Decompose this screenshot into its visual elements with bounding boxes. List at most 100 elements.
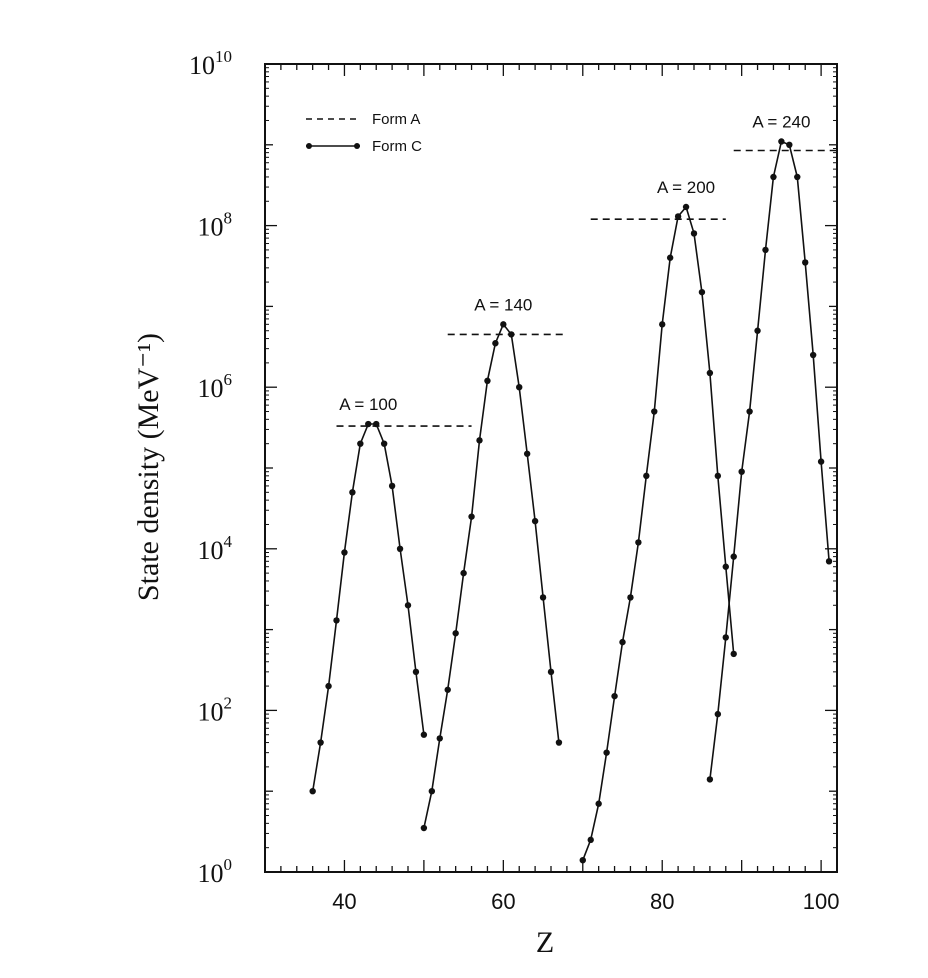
legend-form-c-label: Form C bbox=[372, 138, 422, 155]
form-c-data-point bbox=[508, 331, 515, 338]
form-c-data-point bbox=[492, 340, 499, 347]
form-c-data-point bbox=[404, 602, 412, 609]
mass-number-annotation: A = 140 bbox=[474, 295, 532, 314]
form-c-data-point bbox=[547, 668, 555, 676]
form-c-data-point bbox=[674, 213, 682, 220]
y-tick-label: 100 bbox=[198, 855, 233, 888]
form-c-data-point bbox=[587, 836, 594, 844]
form-c-data-point bbox=[500, 321, 507, 328]
y-tick-label: 102 bbox=[198, 693, 233, 726]
x-tick-label: 40 bbox=[332, 889, 356, 914]
form-c-data-point bbox=[420, 824, 428, 832]
form-c-data-point bbox=[786, 141, 793, 148]
form-c-data-point bbox=[412, 668, 420, 676]
form-c-data-point bbox=[706, 776, 714, 783]
y-tick-exponent: 10 bbox=[215, 47, 232, 66]
form-c-data-point bbox=[428, 788, 436, 795]
y-tick-exponent: 2 bbox=[224, 693, 233, 712]
form-c-data-point bbox=[825, 558, 833, 565]
form-c-data-point bbox=[619, 638, 626, 646]
form-c-data-point bbox=[365, 420, 372, 428]
form-c-data-point bbox=[770, 173, 777, 181]
y-tick-exponent: 4 bbox=[224, 532, 233, 551]
form-c-data-point bbox=[627, 594, 634, 601]
y-axis-title: State density (MeV⁻¹) bbox=[132, 333, 165, 601]
form-c-data-point bbox=[476, 437, 483, 444]
form-c-data-point bbox=[460, 569, 467, 577]
mass-number-annotation: A = 100 bbox=[339, 395, 397, 414]
form-c-data-point bbox=[690, 230, 698, 237]
y-tick-label: 106 bbox=[198, 370, 233, 403]
form-c-data-point bbox=[611, 692, 618, 700]
form-c-data-point bbox=[317, 739, 324, 746]
annotations: A = 100 A = 140 A = 200 A = 240 bbox=[339, 112, 810, 414]
plot-frame bbox=[264, 63, 838, 873]
legend-form-a-label: Form A bbox=[372, 111, 420, 128]
form-c-series-line bbox=[582, 205, 735, 861]
minor-ticks bbox=[264, 63, 838, 873]
form-c-data-point bbox=[603, 749, 610, 756]
y-tick-exponent: 8 bbox=[224, 209, 233, 228]
x-tick-label: 60 bbox=[491, 889, 515, 914]
legend-form-c-marker-right bbox=[354, 143, 360, 149]
form-c-data-point bbox=[809, 351, 817, 359]
form-c-data-point bbox=[523, 450, 531, 457]
form-c-data-point bbox=[516, 384, 523, 391]
form-c-data-point bbox=[682, 203, 690, 211]
form-c-data-point bbox=[666, 254, 674, 261]
form-c-data-point bbox=[373, 420, 380, 428]
form-c-data-point bbox=[579, 856, 586, 864]
form-c-data-point bbox=[444, 686, 451, 693]
form-c-data-point bbox=[555, 739, 563, 746]
form-c-data-point bbox=[754, 327, 761, 334]
form-c-data-point bbox=[730, 650, 737, 658]
form-c-data-point bbox=[396, 545, 404, 552]
legend-form-c-marker-left bbox=[306, 143, 312, 149]
form-c-series-line bbox=[423, 322, 560, 829]
form-c-data-point bbox=[651, 408, 658, 415]
x-axis-ticks: 40 60 80 100 bbox=[332, 889, 839, 914]
form-c-data-point bbox=[539, 594, 547, 601]
form-c-data-point bbox=[635, 539, 642, 546]
y-tick-base: 10 bbox=[198, 536, 224, 565]
form-c-data-point bbox=[341, 549, 348, 556]
form-c-data-point bbox=[778, 138, 785, 145]
x-tick-label: 100 bbox=[803, 889, 840, 914]
y-tick-base: 10 bbox=[189, 51, 215, 80]
form-c-data-point bbox=[380, 440, 388, 447]
form-c-data-point bbox=[714, 710, 722, 718]
y-tick-exponent: 0 bbox=[224, 855, 233, 874]
form-c-data-point bbox=[595, 800, 602, 807]
form-a-lines bbox=[336, 149, 837, 427]
form-c-data-point bbox=[738, 468, 745, 475]
y-tick-label: 108 bbox=[198, 209, 233, 242]
form-c-data-point bbox=[436, 735, 443, 742]
y-tick-label: 1010 bbox=[189, 47, 232, 80]
form-c-data-point bbox=[531, 517, 539, 525]
form-c-data-point bbox=[309, 788, 316, 795]
form-c-data-point bbox=[643, 472, 650, 480]
y-tick-base: 10 bbox=[198, 697, 224, 726]
form-c-data-point bbox=[714, 472, 722, 480]
form-c-data-point bbox=[802, 259, 809, 266]
form-c-data-point bbox=[388, 482, 396, 490]
form-c-data-point bbox=[452, 630, 459, 637]
y-tick-base: 10 bbox=[198, 374, 224, 403]
form-c-series-line bbox=[709, 140, 830, 780]
form-c-data-point bbox=[817, 458, 825, 465]
form-c-data-point bbox=[794, 173, 801, 181]
y-tick-exponent: 6 bbox=[224, 370, 233, 389]
form-c-data-point bbox=[349, 489, 356, 496]
form-c-data-point bbox=[325, 682, 332, 690]
mass-number-annotation: A = 240 bbox=[752, 112, 810, 131]
form-c-data-point bbox=[659, 321, 666, 328]
form-c-data-point bbox=[698, 288, 706, 296]
form-c-data-point bbox=[333, 617, 340, 624]
form-c-data-point bbox=[357, 440, 364, 447]
y-tick-base: 10 bbox=[198, 213, 224, 242]
form-c-data-point bbox=[468, 513, 475, 520]
form-c-data-point bbox=[722, 563, 729, 570]
y-tick-label: 104 bbox=[198, 532, 233, 565]
